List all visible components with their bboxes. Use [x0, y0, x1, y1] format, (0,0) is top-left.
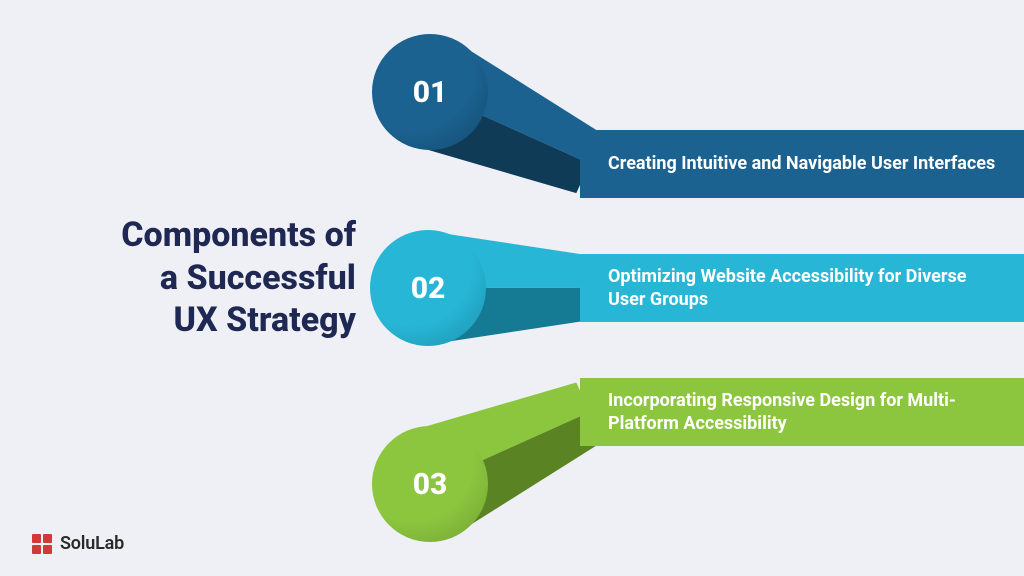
component-label-2: Optimizing Website Accessibility for Div…: [608, 265, 1004, 312]
title-line-3: UX Strategy: [56, 299, 356, 342]
number-text-3: 03: [413, 467, 448, 502]
number-text-2: 02: [411, 271, 446, 306]
component-bar-3: Incorporating Responsive Design for Mult…: [580, 378, 1024, 446]
number-circle-1: 01: [372, 34, 488, 150]
logo-text: SoluLab: [60, 533, 124, 554]
number-circle-2: 02: [370, 230, 486, 346]
logo-mark-icon: [32, 534, 52, 554]
number-text-1: 01: [413, 75, 448, 110]
number-circle-3: 03: [372, 426, 488, 542]
component-label-1: Creating Intuitive and Navigable User In…: [608, 152, 995, 175]
brand-logo: SoluLab: [32, 533, 124, 554]
component-bar-1: Creating Intuitive and Navigable User In…: [580, 130, 1024, 198]
component-bar-2: Optimizing Website Accessibility for Div…: [580, 254, 1024, 322]
infographic-title: Components of a Successful UX Strategy: [56, 214, 356, 342]
title-line-2: a Successful: [56, 257, 356, 300]
title-line-1: Components of: [56, 214, 356, 257]
component-label-3: Incorporating Responsive Design for Mult…: [608, 389, 1004, 436]
